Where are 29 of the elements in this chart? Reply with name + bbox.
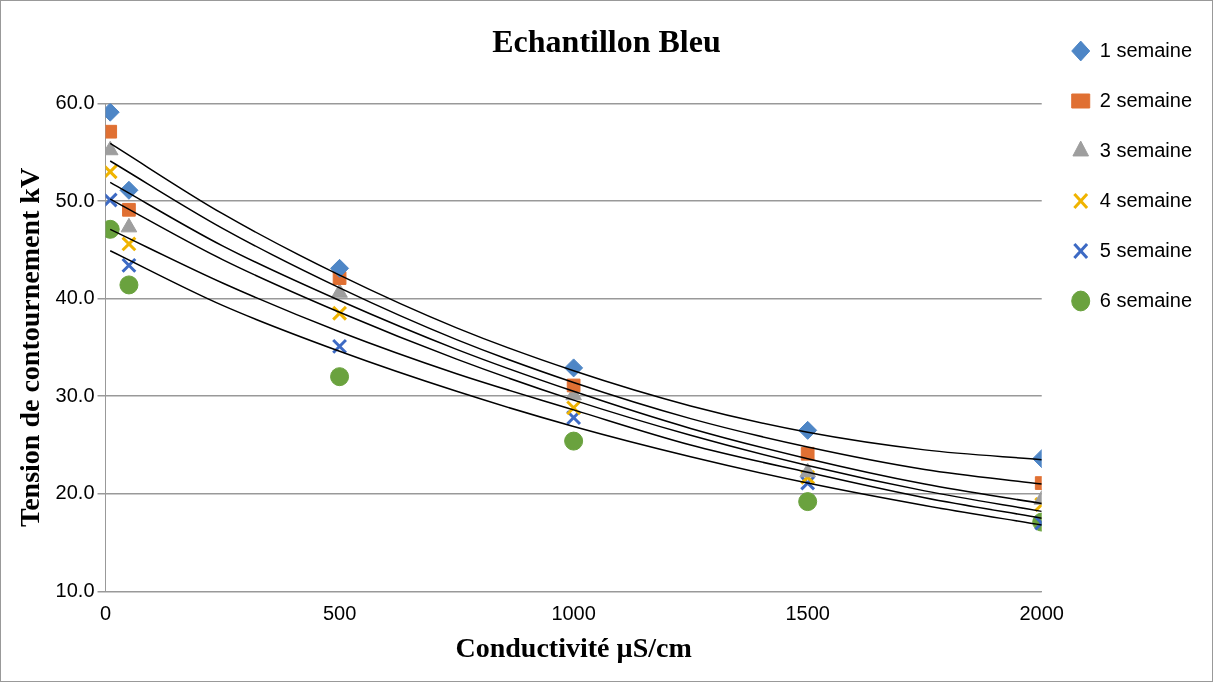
- point: [330, 258, 350, 278]
- point: [564, 431, 584, 451]
- y-tick-label: 40.0: [55, 286, 95, 309]
- y-axis-title: Tension de contournement kV: [14, 167, 46, 527]
- point: [119, 275, 139, 295]
- point: [121, 257, 137, 274]
- x-tick-label: 500: [322, 601, 357, 624]
- y-tick-label: 10.0: [55, 578, 95, 601]
- legend-label: 5 semaine: [1099, 238, 1193, 261]
- point: [121, 236, 137, 252]
- y-tick-label: 20.0: [55, 481, 95, 504]
- y-tick-label: 50.0: [55, 188, 95, 211]
- y-tick-label: 60.0: [55, 90, 95, 113]
- x-tick-label: 2000: [1019, 601, 1064, 624]
- x-tick-label: 1000: [551, 601, 596, 624]
- legend-label: 4 semaine: [1099, 188, 1193, 211]
- point: [105, 124, 118, 139]
- point: [330, 367, 350, 387]
- legend-label: 1 semaine: [1099, 38, 1193, 61]
- legend-label: 2 semaine: [1099, 88, 1193, 111]
- chart-title: Echantillon Bleu: [492, 23, 721, 60]
- legend-label: 3 semaine: [1099, 138, 1193, 161]
- point: [331, 338, 348, 355]
- y-tick-label: 30.0: [55, 383, 95, 406]
- x-tick-label: 1500: [785, 601, 830, 624]
- legend-label: 6 semaine: [1099, 288, 1193, 311]
- point: [798, 492, 818, 512]
- x-axis-title: Conductivité µS/cm: [455, 632, 692, 664]
- x-tick-label: 0: [99, 601, 112, 624]
